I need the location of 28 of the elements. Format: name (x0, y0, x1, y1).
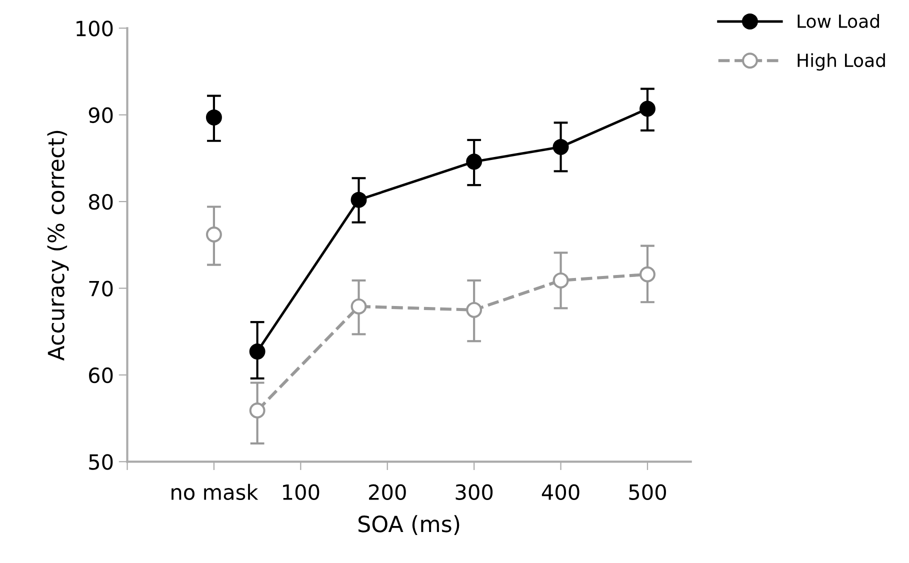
x-tick-label: 300 (456, 484, 493, 500)
point (552, 272, 569, 288)
y-tick-label: 100 (76, 20, 113, 36)
point (206, 226, 222, 242)
point (640, 266, 656, 282)
y-tick-label: 80 (88, 194, 113, 210)
point (350, 298, 367, 314)
x-tick-label: 400 (542, 484, 580, 500)
point (249, 402, 266, 418)
point (206, 109, 222, 126)
point (249, 344, 266, 360)
point (466, 154, 482, 170)
point (640, 100, 656, 117)
y-tick-label: 90 (88, 107, 113, 124)
x-tick-label: 100 (283, 484, 320, 500)
y-axis-title: Accuracy (% correct) (47, 130, 69, 361)
point (350, 192, 367, 208)
x-tick-label: 200 (369, 484, 406, 500)
x-axis-title: SOA (ms) (358, 515, 460, 535)
point (552, 138, 569, 155)
legend-label: Low Load (798, 14, 879, 28)
x-tick-label: no mask (172, 484, 258, 500)
x-tick-label: 500 (629, 484, 666, 500)
point (466, 302, 482, 318)
y-tick-label: 50 (89, 454, 113, 470)
y-tick-label: 60 (89, 367, 113, 384)
legend-label: High Load (798, 53, 885, 71)
y-tick-label: 70 (89, 280, 113, 296)
